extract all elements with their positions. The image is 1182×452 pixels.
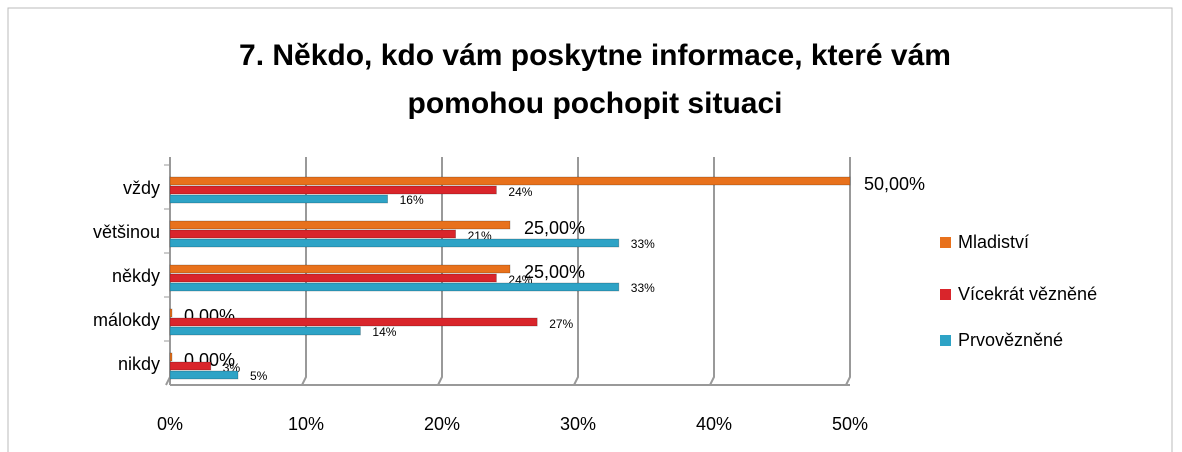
data-label: 16% [400, 193, 424, 207]
y-tick-label: někdy [112, 266, 160, 286]
data-label: 27% [549, 317, 573, 331]
chart-title: 7. Někdo, kdo vám poskytne informace, kt… [239, 39, 951, 120]
y-tick-label: málokdy [93, 310, 160, 330]
bar [169, 361, 212, 371]
data-label: 33% [631, 281, 655, 295]
bar [169, 185, 497, 195]
bar [169, 317, 538, 327]
grid-line [573, 157, 579, 386]
bar [169, 352, 173, 362]
x-tick-label: 30% [560, 414, 596, 434]
data-label: 50,00% [864, 174, 925, 194]
bar [169, 282, 620, 292]
x-tick-label: 10% [288, 414, 324, 434]
bar [169, 308, 173, 318]
bar [169, 264, 511, 274]
bar [169, 229, 457, 239]
y-tick-label: vždy [123, 178, 160, 198]
legend-label: Prvovězněné [958, 330, 1063, 350]
grid-line [845, 157, 851, 386]
legend-swatch [940, 289, 951, 300]
data-label: 25,00% [524, 218, 585, 238]
bar [169, 273, 497, 283]
grid-line [709, 157, 715, 386]
x-tick-label: 0% [157, 414, 183, 434]
bar [169, 176, 851, 186]
legend-label: Vícekrát vězněné [958, 284, 1097, 304]
bar [169, 238, 620, 248]
data-label: 33% [631, 237, 655, 251]
y-tick-label: nikdy [118, 354, 160, 374]
x-tick-label: 40% [696, 414, 732, 434]
y-tick-label: většinou [93, 222, 160, 242]
data-label: 25,00% [524, 262, 585, 282]
data-label: 14% [372, 325, 396, 339]
data-label: 5% [250, 369, 268, 383]
x-tick-label: 50% [832, 414, 868, 434]
legend-swatch [940, 237, 951, 248]
x-tick-label: 20% [424, 414, 460, 434]
bar [169, 194, 389, 204]
bar [169, 220, 511, 230]
data-label: 24% [508, 185, 532, 199]
legend-label: Mladiství [958, 232, 1029, 252]
legend-swatch [940, 335, 951, 346]
bar [169, 326, 361, 336]
bar [169, 370, 239, 380]
